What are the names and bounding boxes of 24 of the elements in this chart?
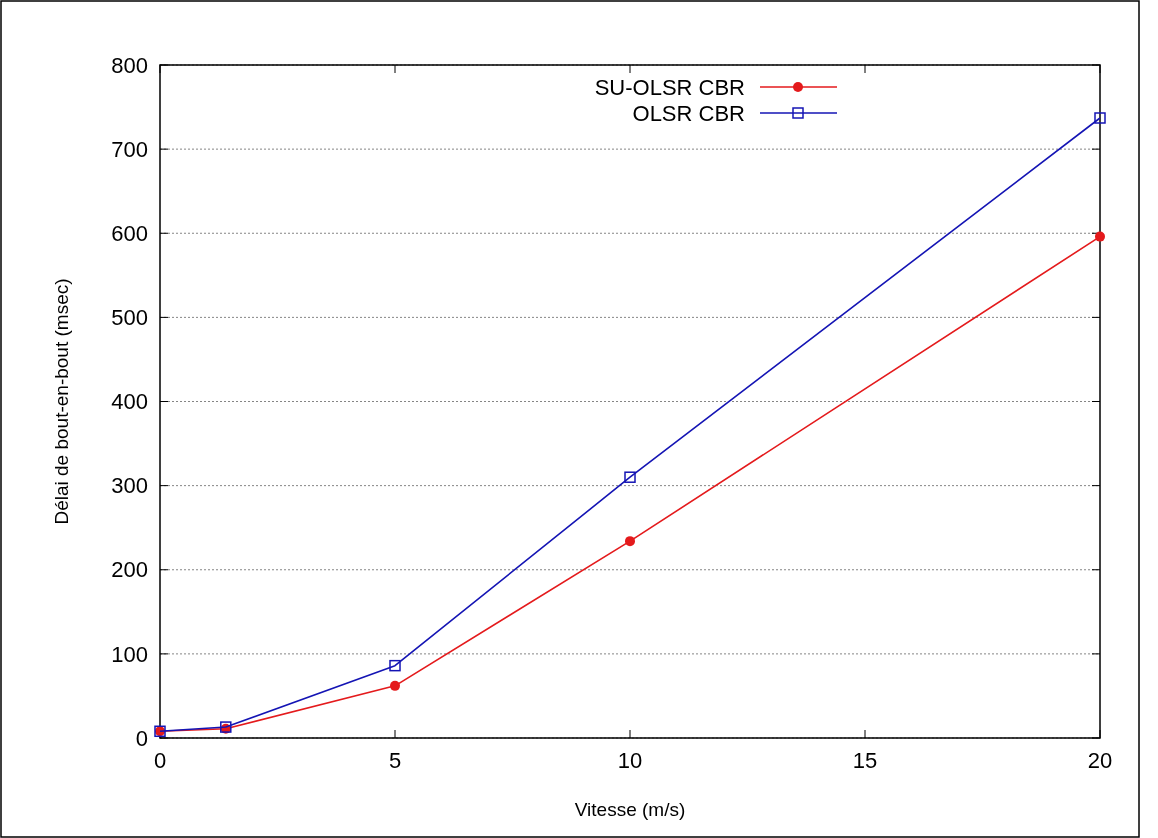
x-tick-label: 0 [153,748,167,773]
y-axis-title: Délai de bout-en-bout (msec) [51,278,72,525]
point [624,471,636,483]
x-axis-title: Vitesse (m/s) [574,799,686,820]
y-tick-label: 0 [135,725,148,751]
x-tick-label: 20 [1087,748,1113,773]
y-tick-label: 200 [111,557,148,583]
point [389,659,401,672]
y-tick-label: 700 [111,136,148,162]
point [1094,112,1106,124]
y-tick-label: 300 [111,473,148,499]
legend-label: SU-OLSR CBR [594,74,745,100]
x-tick-label: 15 [852,748,878,773]
legend-label: OLSR CBR [632,100,745,126]
y-tick-label: 100 [111,641,148,667]
point [390,680,400,691]
point [1095,231,1105,242]
y-tick-label: 500 [111,305,148,331]
y-tick-label: 400 [111,389,148,415]
x-tick-label: 5 [388,748,402,773]
y-tick-label: 600 [111,220,148,246]
y-tick-label: 800 [111,52,148,78]
point [625,536,635,547]
x-tick-label: 10 [617,748,643,773]
